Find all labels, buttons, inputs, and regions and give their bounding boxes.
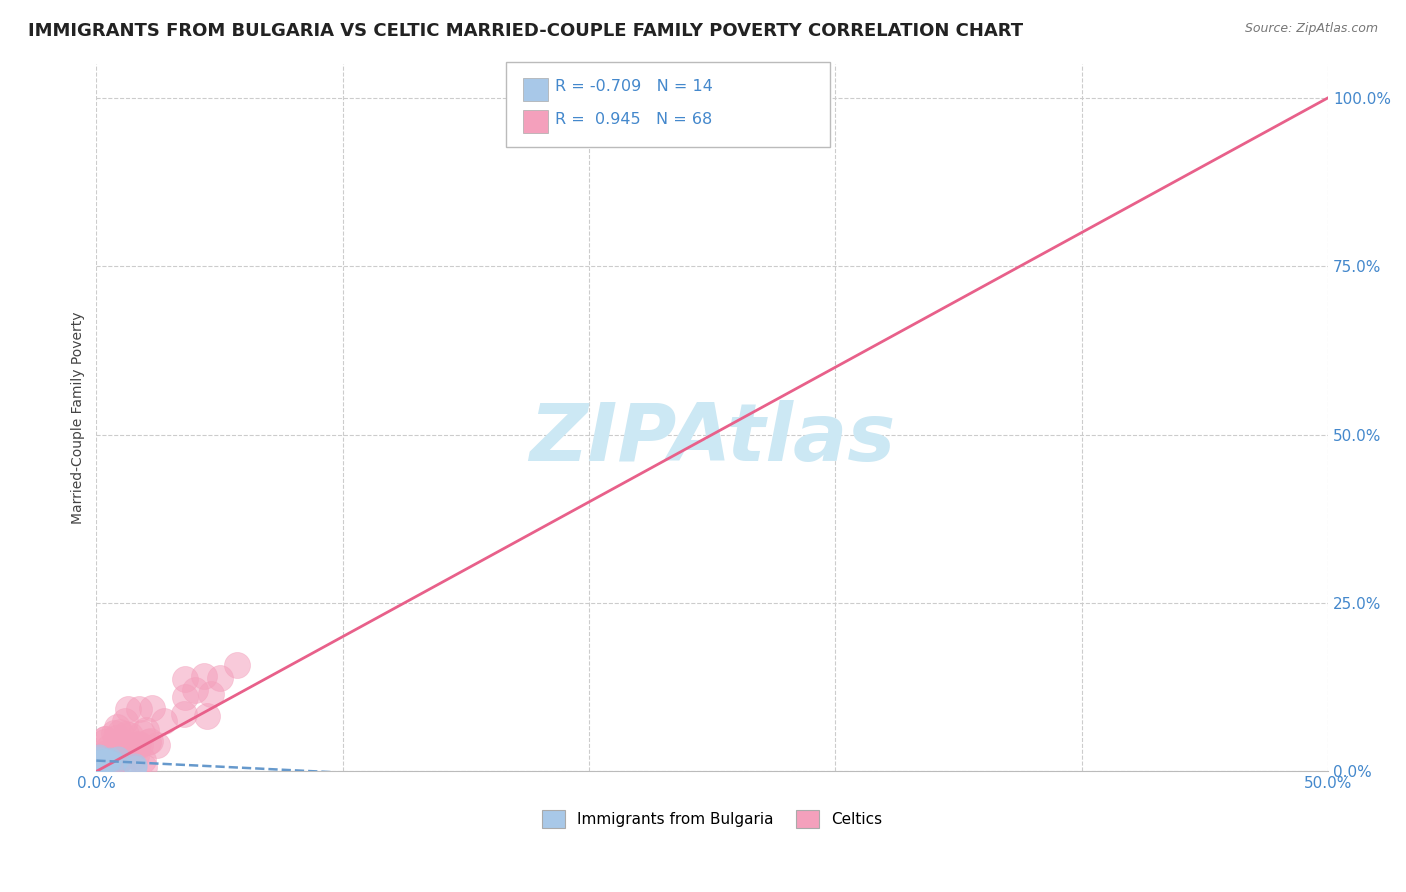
Point [132,760,155,774]
Point [96,755,118,769]
Point [87,755,110,769]
Point [87,753,110,767]
Text: ZIPAtlas: ZIPAtlas [529,400,896,478]
Legend: Immigrants from Bulgaria, Celtics: Immigrants from Bulgaria, Celtics [536,804,889,834]
Point [105,731,128,746]
Point [97,755,120,769]
Point [111,763,134,777]
Point [103,752,125,766]
Point [97,753,120,767]
Point [103,756,125,771]
Point [129,738,152,752]
Point [118,728,141,742]
Point [87,764,110,778]
Text: R = -0.709   N = 14: R = -0.709 N = 14 [555,79,713,95]
Point [110,734,132,748]
Point [128,702,150,716]
Point [94,746,117,760]
Point [103,742,125,756]
Point [98,764,121,778]
Point [110,734,132,748]
Point [132,753,155,767]
Text: IMMIGRANTS FROM BULGARIA VS CELTIC MARRIED-COUPLE FAMILY POVERTY CORRELATION CHA: IMMIGRANTS FROM BULGARIA VS CELTIC MARRI… [28,22,1024,40]
Point [96,753,118,767]
Point [101,760,124,774]
Point [107,753,129,767]
Point [87,764,110,778]
Point [136,735,159,749]
Point [103,725,125,739]
Point [131,726,153,740]
Point [111,751,134,765]
Point [226,658,249,673]
Point [87,750,110,764]
Point [108,740,131,755]
Point [112,743,135,757]
Point [87,750,110,764]
Point [120,741,142,756]
Point [152,714,174,728]
Point [107,751,129,765]
Point [114,727,136,741]
Point [96,754,118,768]
Point [97,740,120,755]
Text: R =  0.945   N = 68: R = 0.945 N = 68 [555,112,713,127]
Point [193,669,215,683]
Point [107,751,129,765]
Point [174,672,197,686]
Point [94,732,117,747]
Point [139,734,162,748]
Point [107,754,129,768]
Point [122,740,145,755]
Point [91,753,114,767]
Point [195,709,218,723]
Point [209,671,232,685]
Point [98,755,121,769]
Y-axis label: Married-Couple Family Poverty: Married-Couple Family Poverty [72,311,86,524]
Point [124,759,146,773]
Point [114,714,136,728]
Point [94,732,117,747]
Point [105,741,128,756]
Point [93,735,115,749]
Point [87,749,110,764]
Point [89,755,111,769]
Point [141,701,163,715]
Point [127,737,149,751]
Point [112,739,135,753]
Point [90,764,112,778]
Point [89,764,111,778]
Point [108,724,131,739]
Point [98,752,121,766]
Point [105,756,128,771]
Point [103,745,125,759]
Point [174,690,197,704]
Point [97,764,120,778]
Text: Source: ZipAtlas.com: Source: ZipAtlas.com [1244,22,1378,36]
Point [173,706,195,721]
Point [125,748,148,763]
Point [135,723,157,738]
Point [105,720,128,734]
Point [117,702,139,716]
Point [112,747,135,761]
Point [124,757,146,772]
Point [145,738,167,752]
Point [89,764,111,778]
Point [184,683,207,698]
Point [91,754,114,768]
Point [87,764,110,778]
Point [200,687,222,701]
Point [127,738,149,752]
